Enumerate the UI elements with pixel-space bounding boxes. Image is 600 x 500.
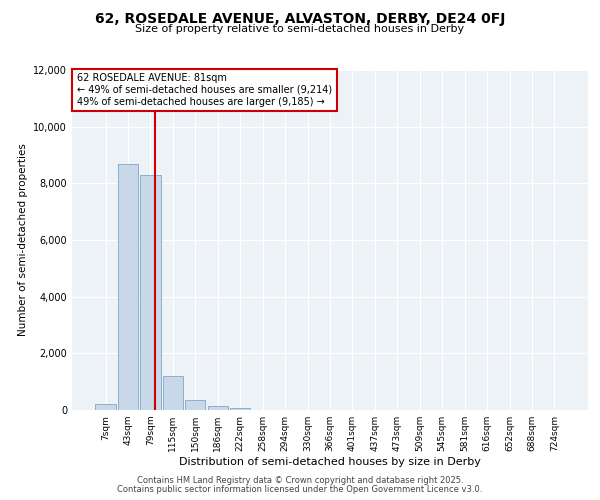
Bar bbox=[140, 176, 161, 410]
Text: 62, ROSEDALE AVENUE, ALVASTON, DERBY, DE24 0FJ: 62, ROSEDALE AVENUE, ALVASTON, DERBY, DE… bbox=[95, 12, 505, 26]
Bar bbox=[230, 408, 250, 410]
Text: 62 ROSEDALE AVENUE: 81sqm
← 49% of semi-detached houses are smaller (9,214)
49% : 62 ROSEDALE AVENUE: 81sqm ← 49% of semi-… bbox=[77, 74, 332, 106]
Bar bbox=[208, 406, 228, 410]
Bar bbox=[185, 400, 205, 410]
X-axis label: Distribution of semi-detached houses by size in Derby: Distribution of semi-detached houses by … bbox=[179, 457, 481, 467]
Bar bbox=[118, 164, 138, 410]
Text: Size of property relative to semi-detached houses in Derby: Size of property relative to semi-detach… bbox=[136, 24, 464, 34]
Bar bbox=[95, 404, 116, 410]
Bar bbox=[163, 376, 183, 410]
Text: Contains public sector information licensed under the Open Government Licence v3: Contains public sector information licen… bbox=[118, 485, 482, 494]
Y-axis label: Number of semi-detached properties: Number of semi-detached properties bbox=[18, 144, 28, 336]
Text: Contains HM Land Registry data © Crown copyright and database right 2025.: Contains HM Land Registry data © Crown c… bbox=[137, 476, 463, 485]
